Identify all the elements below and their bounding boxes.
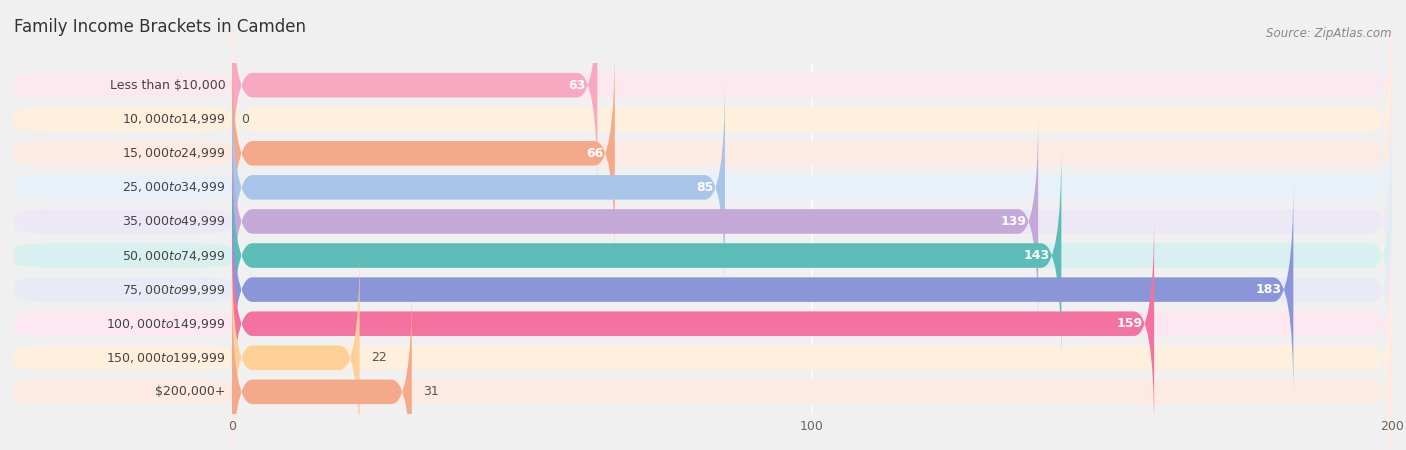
Text: $10,000 to $14,999: $10,000 to $14,999 [122,112,225,126]
FancyBboxPatch shape [232,183,1294,396]
Text: Source: ZipAtlas.com: Source: ZipAtlas.com [1267,27,1392,40]
FancyBboxPatch shape [14,141,232,166]
Text: 85: 85 [696,181,713,194]
Text: $150,000 to $199,999: $150,000 to $199,999 [105,351,225,365]
FancyBboxPatch shape [232,114,1392,328]
FancyBboxPatch shape [14,73,232,97]
Text: 66: 66 [586,147,603,160]
Text: $50,000 to $74,999: $50,000 to $74,999 [122,248,225,262]
FancyBboxPatch shape [232,114,1038,328]
FancyBboxPatch shape [232,148,1392,363]
FancyBboxPatch shape [232,285,412,450]
Text: $15,000 to $24,999: $15,000 to $24,999 [122,146,225,160]
FancyBboxPatch shape [232,183,1392,396]
Text: 63: 63 [568,79,586,92]
FancyBboxPatch shape [14,243,232,268]
Text: $100,000 to $149,999: $100,000 to $149,999 [105,317,225,331]
FancyBboxPatch shape [14,175,232,200]
Text: $200,000+: $200,000+ [155,385,225,398]
FancyBboxPatch shape [14,311,232,336]
Text: 22: 22 [371,351,387,364]
Text: 159: 159 [1116,317,1143,330]
FancyBboxPatch shape [232,285,1392,450]
FancyBboxPatch shape [232,12,1392,226]
FancyBboxPatch shape [232,251,1392,450]
Text: 183: 183 [1256,283,1282,296]
FancyBboxPatch shape [232,217,1154,431]
Text: 31: 31 [423,385,439,398]
FancyBboxPatch shape [232,81,1392,294]
FancyBboxPatch shape [232,217,1392,431]
Text: $75,000 to $99,999: $75,000 to $99,999 [122,283,225,297]
FancyBboxPatch shape [232,148,1062,363]
FancyBboxPatch shape [232,46,1392,260]
Text: $35,000 to $49,999: $35,000 to $49,999 [122,215,225,229]
FancyBboxPatch shape [14,209,232,234]
Text: 139: 139 [1001,215,1026,228]
Text: 143: 143 [1024,249,1050,262]
Text: Family Income Brackets in Camden: Family Income Brackets in Camden [14,18,307,36]
FancyBboxPatch shape [232,46,614,260]
FancyBboxPatch shape [232,251,360,450]
FancyBboxPatch shape [14,380,232,404]
FancyBboxPatch shape [14,107,232,131]
Text: Less than $10,000: Less than $10,000 [110,79,225,92]
FancyBboxPatch shape [232,81,725,294]
FancyBboxPatch shape [232,0,598,192]
FancyBboxPatch shape [232,0,1392,192]
FancyBboxPatch shape [14,346,232,370]
Text: 0: 0 [240,113,249,126]
Text: $25,000 to $34,999: $25,000 to $34,999 [122,180,225,194]
FancyBboxPatch shape [14,277,232,302]
